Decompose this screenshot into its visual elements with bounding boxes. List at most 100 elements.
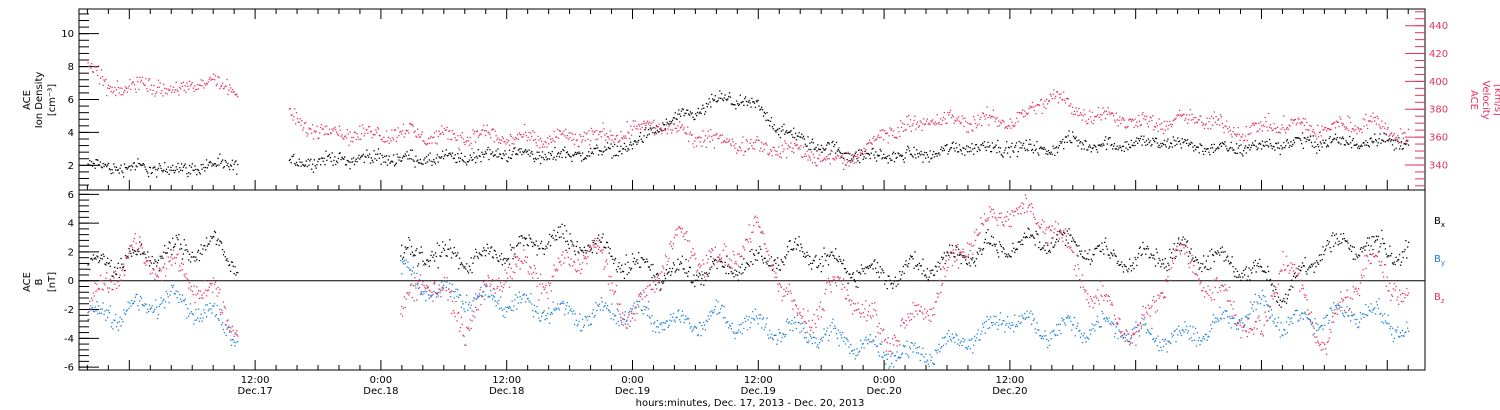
bx-point — [1068, 228, 1070, 230]
bx-point — [840, 260, 842, 263]
bx-point — [1204, 266, 1207, 268]
bx-point — [661, 281, 663, 283]
density-point — [810, 141, 813, 143]
bx-point — [646, 260, 649, 263]
velocity-point — [1046, 98, 1048, 101]
by-point — [507, 307, 510, 309]
density-point — [123, 163, 126, 165]
bx-point — [507, 258, 509, 260]
density-point — [1403, 143, 1405, 145]
velocity-point — [671, 129, 674, 131]
density-point — [749, 102, 751, 104]
velocity-point — [237, 96, 239, 98]
velocity-point — [106, 94, 108, 97]
density-point — [794, 132, 797, 134]
velocity-point — [1153, 129, 1155, 131]
velocity-point — [707, 130, 709, 132]
density-point — [1165, 146, 1167, 148]
velocity-point — [1259, 128, 1261, 130]
by-point — [714, 306, 716, 308]
bx-point — [1092, 253, 1094, 256]
velocity-point — [496, 139, 498, 141]
by-point — [865, 336, 867, 338]
density-point — [1406, 139, 1408, 142]
bx-point — [616, 271, 618, 273]
velocity-point — [813, 156, 815, 159]
by-point — [152, 311, 154, 314]
density-point — [1366, 141, 1369, 144]
density-point — [605, 148, 608, 151]
velocity-point — [573, 138, 575, 141]
bx-point — [412, 255, 414, 257]
velocity-point — [637, 128, 639, 130]
bx-point — [829, 254, 831, 256]
velocity-point — [729, 143, 732, 145]
bx-point — [953, 255, 955, 258]
density-point — [622, 147, 625, 150]
velocity-point — [181, 85, 184, 88]
bx-point — [1120, 263, 1122, 266]
bx-point — [731, 273, 733, 275]
velocity-point — [634, 120, 636, 122]
velocity-point — [154, 95, 156, 97]
by-point — [218, 319, 220, 321]
density-point — [1396, 139, 1398, 141]
velocity-point — [1248, 133, 1250, 135]
velocity-point — [427, 137, 430, 140]
density-point — [431, 164, 433, 167]
velocity-point — [716, 132, 718, 135]
density-point — [697, 107, 700, 110]
density-point — [1104, 136, 1107, 138]
bx-point — [1228, 263, 1231, 265]
density-point — [1361, 145, 1363, 147]
bx-point — [638, 266, 641, 268]
by-point — [777, 328, 780, 331]
bx-point — [1084, 250, 1086, 252]
bx-point — [1164, 257, 1166, 260]
velocity-point — [701, 145, 703, 147]
velocity-point — [564, 128, 567, 130]
density-point — [896, 156, 898, 159]
density-point — [924, 151, 926, 154]
velocity-point — [518, 132, 520, 134]
by-point — [428, 297, 430, 299]
by-point — [773, 334, 775, 336]
density-point — [1095, 146, 1097, 148]
density-point — [746, 104, 749, 106]
bx-point — [512, 257, 514, 260]
bx-point — [1253, 264, 1256, 267]
bx-point — [1175, 255, 1177, 258]
bx-point — [407, 246, 409, 249]
velocity-point — [1193, 117, 1195, 119]
by-point — [506, 311, 508, 313]
bx-point — [1080, 250, 1083, 252]
density-point — [333, 159, 335, 162]
bx-point — [222, 254, 225, 256]
density-point — [1107, 138, 1109, 140]
bx-point — [944, 262, 946, 265]
velocity-point — [183, 89, 185, 92]
bx-point — [905, 260, 907, 262]
by-point — [540, 315, 543, 317]
velocity-point — [824, 157, 826, 159]
velocity-point — [119, 87, 121, 89]
bx-point — [592, 241, 594, 244]
by-point — [570, 308, 572, 310]
bx-point — [1270, 284, 1272, 286]
bx-point — [488, 253, 490, 255]
velocity-point — [1318, 131, 1321, 134]
velocity-point — [94, 66, 96, 68]
velocity-point — [934, 121, 937, 123]
bx-point — [1366, 242, 1368, 244]
density-point — [1156, 142, 1158, 144]
velocity-point — [525, 134, 528, 137]
velocity-point — [124, 86, 127, 88]
bx-point — [97, 256, 99, 258]
velocity-point — [952, 115, 954, 118]
density-point — [526, 150, 528, 152]
bx-point — [1325, 245, 1328, 247]
velocity-point — [589, 139, 592, 142]
density-point — [409, 149, 412, 151]
bx-point — [1385, 253, 1387, 255]
velocity-point — [652, 121, 654, 123]
